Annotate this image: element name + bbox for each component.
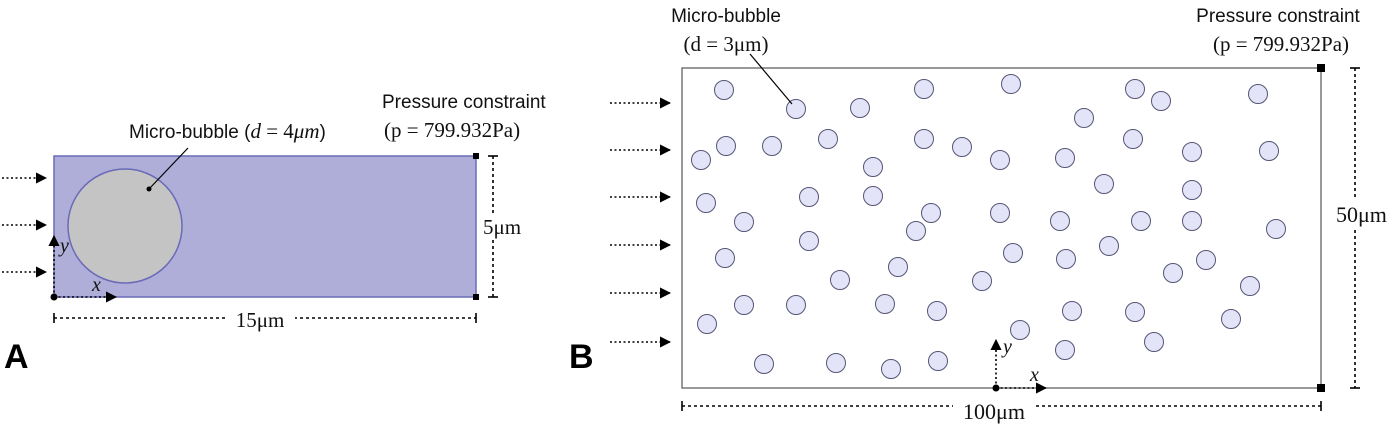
y-axis-label-b: y xyxy=(1001,336,1012,358)
micro-bubble-b xyxy=(818,129,838,149)
micro-bubble-b xyxy=(1125,79,1145,99)
micro-bubble-b xyxy=(1240,276,1260,296)
x-axis-label-a: x xyxy=(91,274,101,296)
bubble-label-a: Micro-bubble (d = 4μm) xyxy=(129,119,326,143)
micro-bubble-b xyxy=(990,150,1010,170)
corner-marker-bottom-right-a xyxy=(473,294,479,300)
micro-bubble-b xyxy=(927,301,947,321)
panel-letter-a: A xyxy=(4,338,29,376)
micro-bubble-b xyxy=(1074,108,1094,128)
micro-bubble-b xyxy=(1123,129,1143,149)
micro-bubble-b xyxy=(1259,141,1279,161)
micro-bubble-b xyxy=(914,129,934,149)
micro-bubble-b xyxy=(697,314,717,334)
width-label-a: 15μm xyxy=(236,308,285,332)
height-label-a: 5μm xyxy=(483,215,521,239)
bubbles-b xyxy=(691,74,1286,379)
micro-bubble-b xyxy=(1050,211,1070,231)
micro-bubble-b xyxy=(754,354,774,374)
x-axis-label-b: x xyxy=(1029,364,1039,386)
micro-bubble-b xyxy=(1062,301,1082,321)
pressure-value-b: (p = 799.932Pa) xyxy=(1213,32,1349,56)
corner-marker-top-right-a xyxy=(473,153,479,159)
corner-marker-bottom-right-b xyxy=(1317,384,1325,392)
micro-bubble-b xyxy=(1055,340,1075,360)
micro-bubble-b xyxy=(1221,309,1241,329)
micro-bubble-b xyxy=(928,351,948,371)
micro-bubble-b xyxy=(881,359,901,379)
pressure-value-a: (p = 799.932Pa) xyxy=(384,118,520,142)
micro-bubble-b xyxy=(875,294,895,314)
micro-bubble-b xyxy=(799,231,819,251)
micro-bubble-b xyxy=(1196,250,1216,270)
y-axis-label-a: y xyxy=(58,235,69,257)
fluid-domain-b xyxy=(681,67,1322,389)
micro-bubble-b xyxy=(691,150,711,170)
micro-bubble-b xyxy=(714,80,734,100)
corner-marker-top-right-b xyxy=(1317,64,1325,72)
pressure-title-b: Pressure constraint xyxy=(1196,6,1360,27)
micro-bubble-b xyxy=(1248,84,1268,104)
micro-bubble-b xyxy=(1010,320,1030,340)
micro-bubble-b xyxy=(1266,219,1286,239)
micro-bubble-b xyxy=(799,187,819,207)
micro-bubble-b xyxy=(990,203,1010,223)
panel-a: x y 15μm 5μm Micro-bubble (d = 4μm) Pres… xyxy=(2,92,546,376)
micro-bubble-b xyxy=(1182,211,1202,231)
micro-bubble-b xyxy=(1056,249,1076,269)
bubble-leader-line-b xyxy=(749,53,793,105)
micro-bubble-b xyxy=(1055,148,1075,168)
micro-bubble-b xyxy=(786,99,806,119)
micro-bubble-b xyxy=(734,295,754,315)
micro-bubble-b xyxy=(972,271,992,291)
bubble-leader-line-a xyxy=(148,147,189,190)
micro-bubble-b xyxy=(696,193,716,213)
micro-bubble-b xyxy=(830,270,850,290)
height-label-b: 50μm xyxy=(1336,202,1387,227)
micro-bubble-b xyxy=(1125,302,1145,322)
micro-bubble-b xyxy=(952,137,972,157)
micro-bubble-b xyxy=(1099,236,1119,256)
micro-bubble-b xyxy=(921,203,941,223)
micro-bubble-b xyxy=(1003,243,1023,263)
micro-bubble-b xyxy=(826,353,846,373)
panel-letter-b: B xyxy=(569,338,594,376)
micro-bubble-b xyxy=(1131,211,1151,231)
micro-bubble-b xyxy=(715,248,735,268)
micro-bubble-b xyxy=(786,295,806,315)
micro-bubble-b xyxy=(1182,180,1202,200)
micro-bubble-b xyxy=(1163,263,1183,283)
inflow-arrows-b xyxy=(610,97,672,348)
bubble-size-b: (d = 3μm) xyxy=(684,32,769,56)
panel-b: x y 100μm 50μm Micro-bubble (d = 3μm) Pr… xyxy=(569,6,1397,425)
micro-bubble-b xyxy=(716,136,736,156)
bubble-title-b: Micro-bubble xyxy=(671,6,781,27)
inflow-arrows-a xyxy=(2,172,48,278)
micro-bubble-a xyxy=(67,168,183,284)
micro-bubble-b xyxy=(1001,74,1021,94)
micro-bubble-b xyxy=(1151,91,1171,111)
micro-bubble-b xyxy=(863,157,883,177)
pressure-title-a: Pressure constraint xyxy=(382,92,546,113)
micro-bubble-b xyxy=(906,221,926,241)
micro-bubble-b xyxy=(734,212,754,232)
micro-bubble-b xyxy=(850,98,870,118)
micro-bubble-b xyxy=(762,136,782,156)
micro-bubble-b xyxy=(863,186,883,206)
micro-bubble-b xyxy=(1094,174,1114,194)
micro-bubble-b xyxy=(888,257,908,277)
micro-bubble-b xyxy=(914,79,934,99)
width-label-b: 100μm xyxy=(963,399,1025,424)
micro-bubble-b xyxy=(1182,142,1202,162)
micro-bubble-b xyxy=(1144,332,1164,352)
